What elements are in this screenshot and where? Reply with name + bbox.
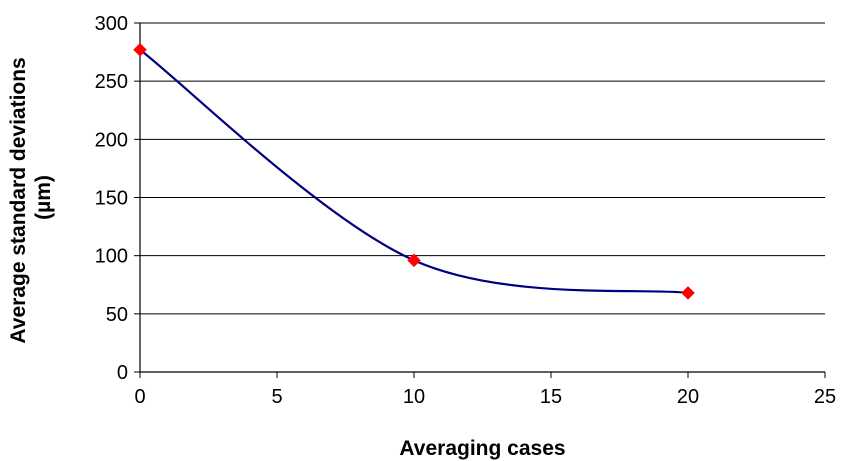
- y-axis-title-line-1: Average standard deviations: [7, 57, 30, 343]
- x-tick-label-10: 10: [403, 386, 425, 408]
- gridlines: [140, 22, 825, 315]
- tick-labels: 0 50 100 150 200 250 300 0 5 10 15 20 25: [95, 13, 837, 408]
- plot-area: [133, 42, 695, 300]
- y-tick-label-0: 0: [117, 362, 128, 384]
- y-tick-label-50: 50: [106, 304, 128, 326]
- x-tick-label-15: 15: [540, 386, 562, 408]
- y-axis-title: Average standard deviations (µm): [7, 51, 55, 343]
- x-axis-title: Averaging cases: [399, 437, 565, 460]
- y-tick-label-150: 150: [95, 188, 128, 210]
- data-point-20: [681, 286, 695, 300]
- data-point-10: [407, 253, 421, 268]
- x-tick-label-20: 20: [677, 386, 699, 408]
- x-tick-label-0: 0: [134, 386, 145, 408]
- y-tick-label-200: 200: [95, 129, 128, 151]
- y-axis-title-line-2: (µm): [32, 175, 55, 220]
- y-tick-label-300: 300: [95, 13, 128, 35]
- x-tick-label-25: 25: [814, 386, 836, 408]
- y-tick-label-100: 100: [95, 246, 128, 268]
- y-tick-label-250: 250: [95, 71, 128, 93]
- data-point-0: [133, 42, 147, 57]
- x-tick-label-5: 5: [271, 386, 282, 408]
